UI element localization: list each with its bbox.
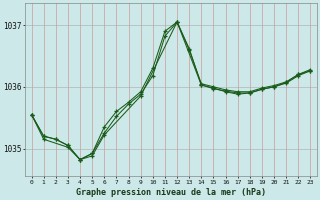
X-axis label: Graphe pression niveau de la mer (hPa): Graphe pression niveau de la mer (hPa) (76, 188, 266, 197)
